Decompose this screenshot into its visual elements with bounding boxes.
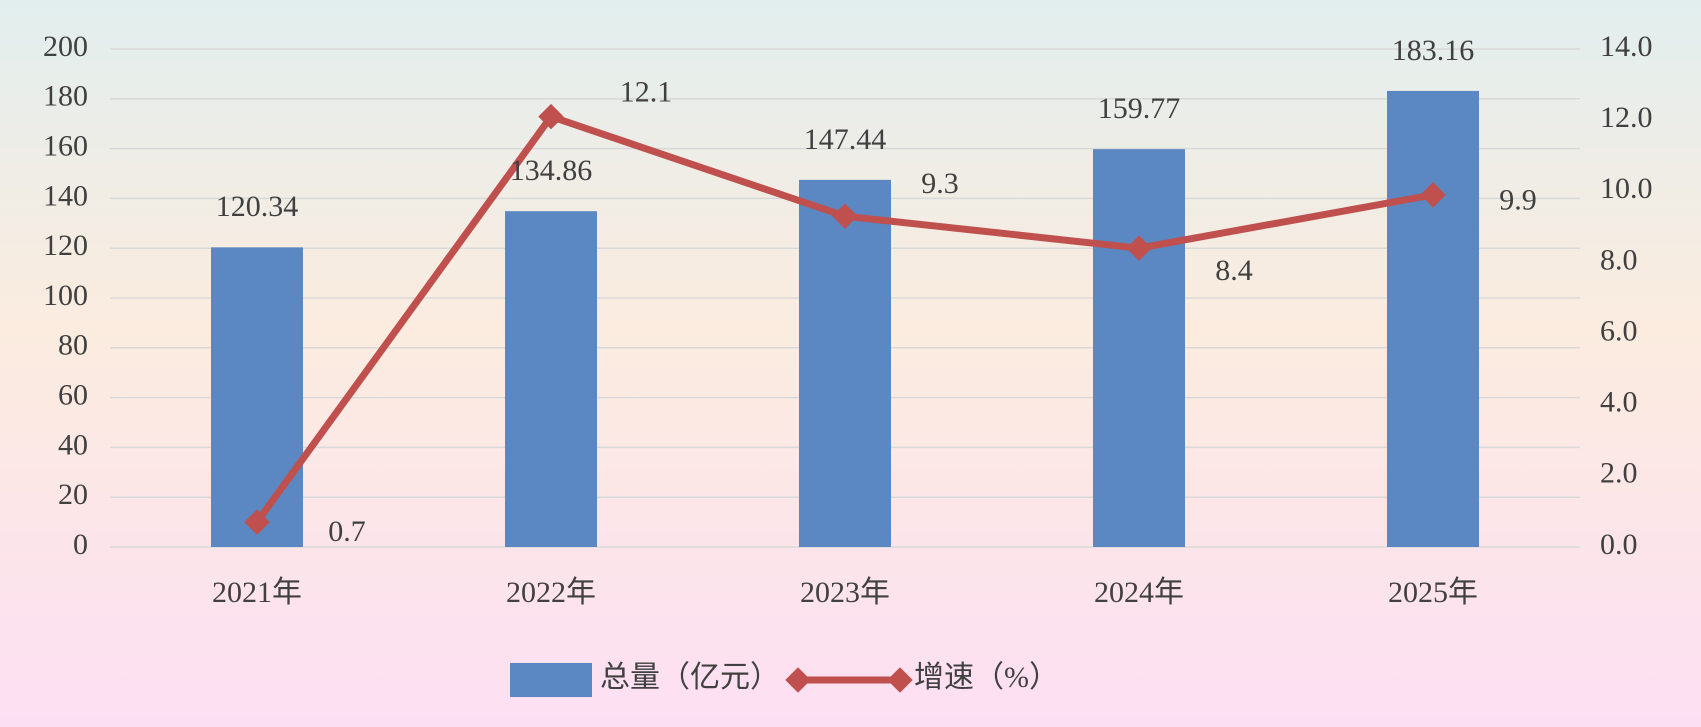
y-tick-label: 100: [43, 279, 88, 312]
x-tick-label: 2024年: [1094, 576, 1184, 609]
line-value-label: 12.1: [620, 75, 673, 108]
x-tick-label: 2021年: [212, 576, 302, 609]
y2-tick-label: 10.0: [1600, 172, 1653, 205]
y-tick-label: 40: [58, 428, 88, 461]
y2-tick-label: 12.0: [1600, 101, 1653, 134]
legend-marker: [887, 667, 913, 693]
bar-value-label: 134.86: [510, 154, 593, 187]
legend-label: 总量（亿元）: [600, 661, 780, 694]
y-tick-label: 140: [43, 179, 88, 212]
x-tick-label: 2022年: [506, 576, 596, 609]
y-tick-label: 200: [43, 30, 88, 63]
line-value-label: 9.9: [1499, 184, 1537, 217]
y-tick-label: 80: [58, 329, 88, 362]
line-marker: [538, 103, 564, 130]
legend-swatch: [510, 663, 592, 697]
line-marker: [244, 509, 270, 535]
bar-value-label: 147.44: [804, 123, 887, 156]
y-tick-label: 60: [58, 378, 88, 411]
line-value-label: 8.4: [1215, 254, 1253, 287]
line-marker: [832, 203, 858, 229]
bar: [505, 211, 597, 547]
line-value-label: 9.3: [921, 167, 959, 200]
bar: [799, 179, 891, 548]
y2-tick-label: 6.0: [1600, 314, 1638, 347]
y2-tick-label: 0.0: [1600, 528, 1638, 561]
bar: [1093, 149, 1185, 547]
bar-value-label: 120.34: [216, 190, 299, 223]
x-tick-label: 2023年: [800, 576, 890, 609]
y2-tick-label: 2.0: [1600, 457, 1638, 490]
x-tick-label: 2025年: [1388, 576, 1478, 609]
y-tick-label: 20: [58, 478, 88, 511]
y2-tick-label: 8.0: [1600, 243, 1638, 276]
y-tick-label: 160: [43, 129, 88, 162]
y-tick-label: 0: [73, 528, 88, 561]
bar: [1387, 90, 1479, 547]
y-tick-label: 180: [43, 80, 88, 113]
y2-tick-label: 4.0: [1600, 386, 1638, 419]
line-value-label: 0.7: [328, 515, 366, 548]
bar-value-label: 183.16: [1392, 34, 1475, 67]
legend-marker: [785, 667, 811, 693]
y2-tick-label: 14.0: [1600, 30, 1653, 63]
legend-label: 增速（%）: [914, 661, 1059, 694]
bar: [211, 247, 303, 547]
y-tick-label: 120: [43, 229, 88, 262]
bar-value-label: 159.77: [1098, 92, 1181, 125]
